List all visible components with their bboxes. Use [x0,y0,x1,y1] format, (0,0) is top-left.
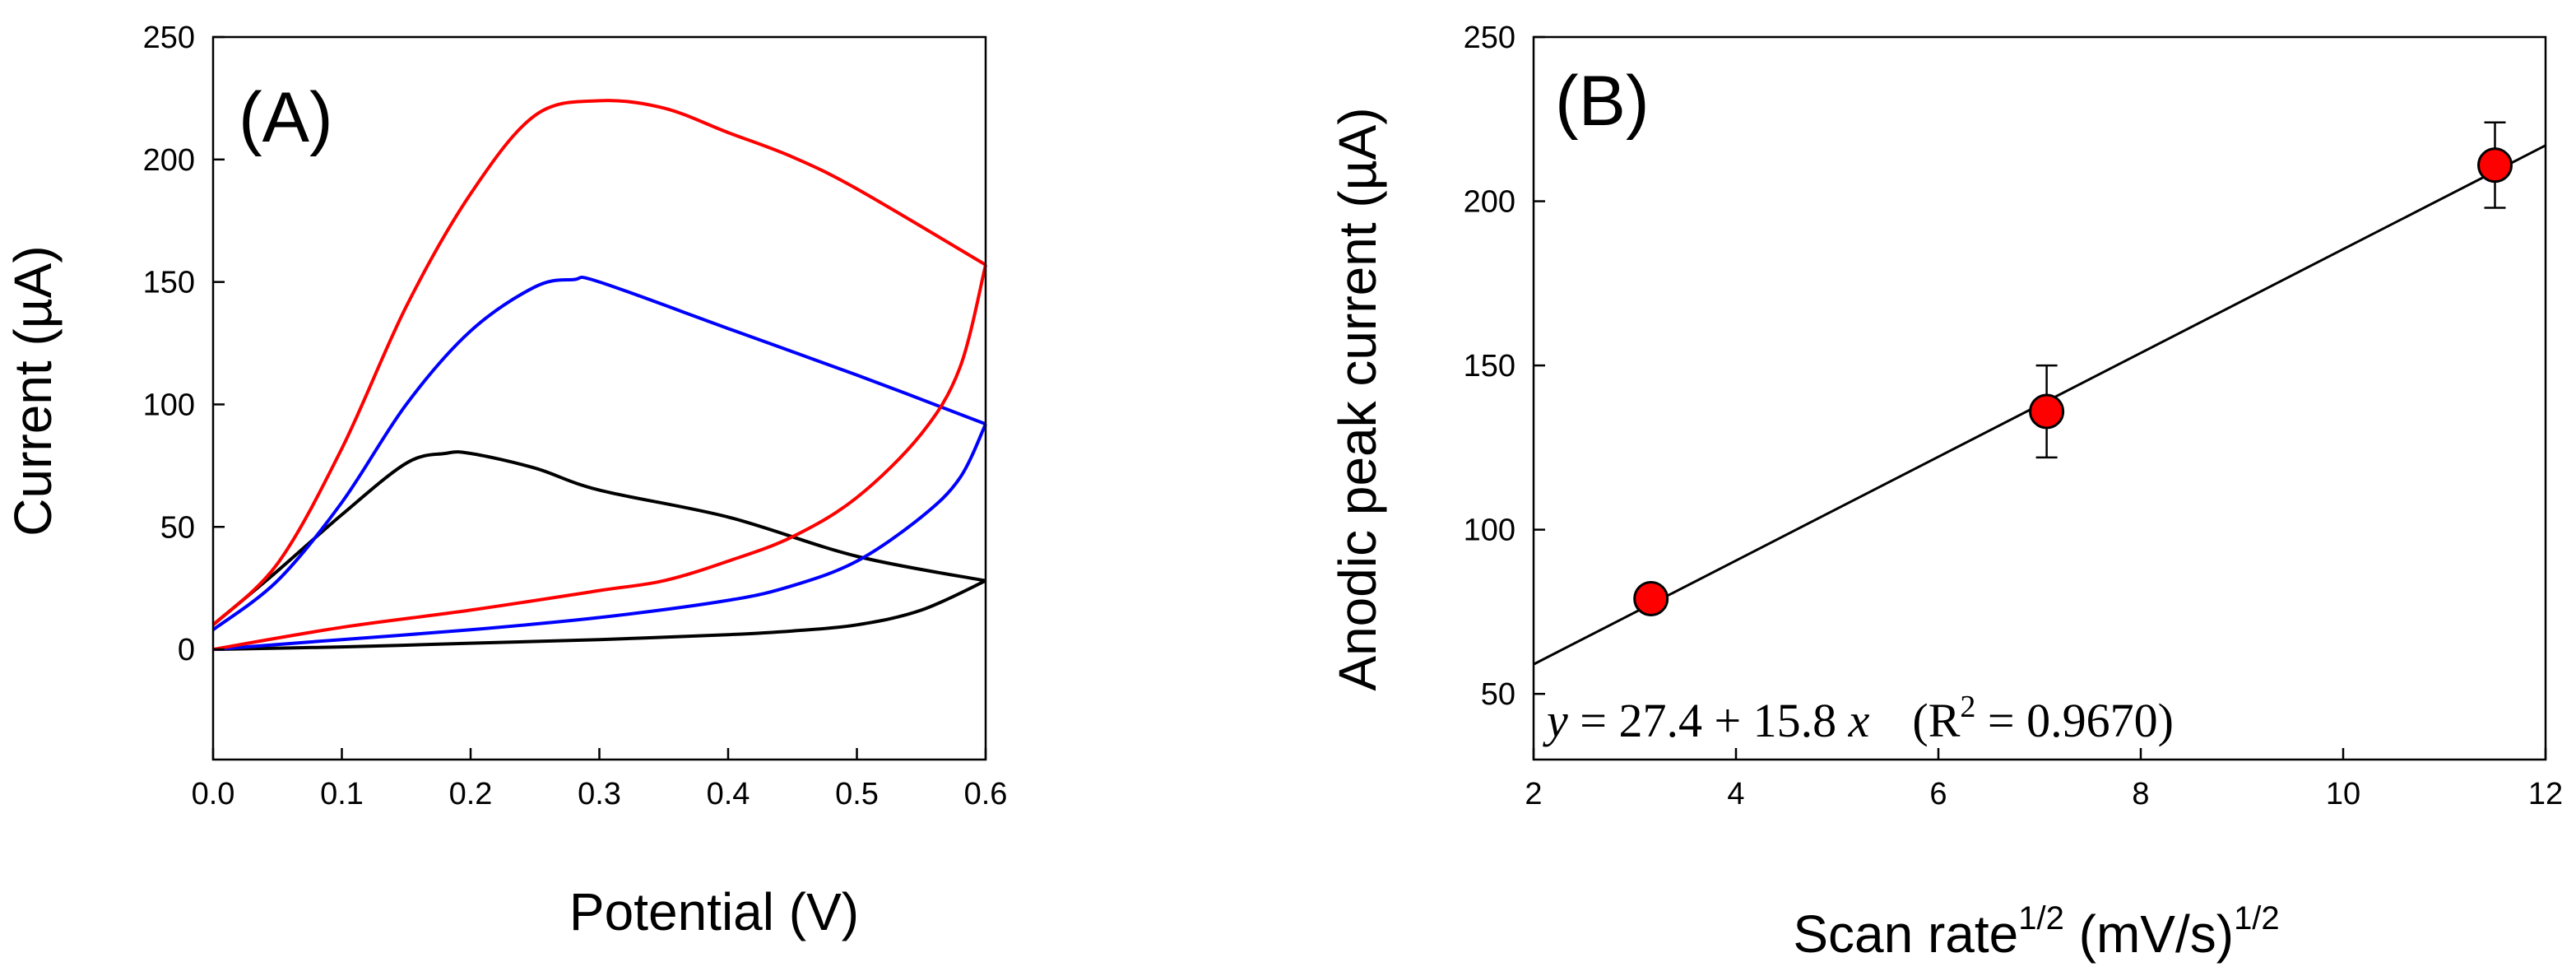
panel-b-frame [1532,35,2547,761]
x-tick-label: 0.1 [320,777,364,811]
panel-b-x-ticks: 2 4 6 8 10 12 [1525,748,2563,811]
panel-b-points [1633,121,2513,616]
x-tick-label: 12 [2528,777,2563,811]
cv-curve-red-forward [212,264,987,652]
x-tick-label: 0.2 [449,777,493,811]
eq-x-var: x [1848,694,1870,747]
eq-rhs: = 27.4 + 15.8 [1568,694,1849,747]
y-tick-label: 0 [178,633,195,667]
panel-a-x-ticks: 0.0 0.1 0.2 0.3 0.4 0.5 0.6 [192,748,1008,811]
panel-a: Current (µA) Potential (V) (A) 0.0 0.1 0.2… [3,21,1007,941]
y-tick-label: 150 [1464,349,1515,383]
x-tick-label: 6 [1929,777,1947,811]
y-tick-label: 200 [143,143,195,178]
cv-curve-black-forward [212,579,986,652]
cv-curve-red-reverse [211,99,987,626]
x-tick-label: 0.5 [835,777,879,811]
x-tick-label: 2 [1525,777,1542,811]
x-tick-label: 0.0 [192,777,235,811]
x-tick-label: 4 [1727,777,1744,811]
cv-curve-blue-forward [212,423,987,652]
panel-a-label: (A) [239,78,333,157]
panel-b-xlabel-sup: 1/2 [2018,900,2064,936]
panel-a-curves [211,99,987,652]
data-point [1633,580,1669,616]
x-tick-label: 8 [2132,777,2149,811]
panel-a-frame [211,35,987,761]
panel-b: Anodic peak current (µA) Scan rate1/2 (m… [1328,21,2563,964]
y-tick-label: 50 [1481,677,1515,712]
panel-b-y-ticks: 50 100 150 200 250 [1464,21,1545,712]
y-tick-label: 150 [143,266,195,300]
y-tick-label: 50 [160,510,195,545]
eq-y-var: y [1543,694,1568,747]
eq-r2-sup: 2 [1960,690,1975,724]
eq-r2-close: = 0.9670) [1975,694,2174,747]
y-tick-label: 100 [143,388,195,422]
panel-b-xlabel-main: Scan rate [1793,904,2018,964]
panel-a-ylabel: Current (µA) [3,245,63,536]
x-tick-label: 10 [2326,777,2360,811]
regression-equation: y = 27.4 + 15.8 x (R2 = 0.9670) [1543,690,2174,747]
y-tick-label: 100 [1464,514,1515,548]
panel-b-xlabel-unit-sup: 1/2 [2234,900,2280,936]
panel-b-xlabel-unit: (mV/s) [2064,904,2234,964]
cv-curve-blue-reverse [211,276,986,631]
panel-a-y-ticks: 0 50 100 150 200 250 [143,21,225,667]
x-tick-label: 0.3 [578,777,621,811]
panel-b-label: (B) [1555,62,1650,141]
panel-a-xlabel: Potential (V) [569,882,859,941]
panel-b-xlabel: Scan rate1/2 (mV/s)1/2 [1793,900,2279,964]
y-tick-label: 200 [1464,185,1515,220]
panel-b-ylabel: Anodic peak current (µA) [1328,107,1387,690]
y-tick-label: 250 [143,21,195,55]
x-tick-label: 0.6 [964,777,1008,811]
eq-r2-open: (R [1912,694,1960,747]
y-tick-label: 250 [1464,21,1515,55]
data-point [2477,147,2513,184]
x-tick-label: 0.4 [707,777,750,811]
data-point [2029,393,2065,430]
cv-curve-black-reverse [211,450,986,626]
